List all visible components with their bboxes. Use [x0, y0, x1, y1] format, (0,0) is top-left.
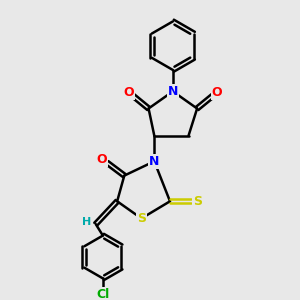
Text: Cl: Cl: [96, 288, 110, 300]
Text: N: N: [168, 85, 178, 98]
Text: N: N: [149, 155, 160, 168]
Text: S: S: [137, 212, 146, 226]
Text: O: O: [123, 86, 134, 99]
Text: O: O: [212, 86, 222, 99]
Text: S: S: [193, 195, 202, 208]
Text: O: O: [97, 153, 107, 167]
Text: H: H: [82, 217, 91, 227]
